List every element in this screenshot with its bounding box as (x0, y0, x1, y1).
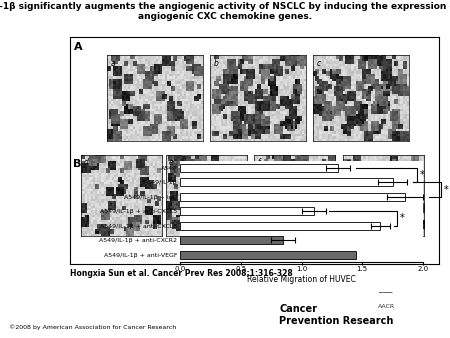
Text: *: * (400, 214, 405, 223)
Text: angiogenic CXC chemokine genes.: angiogenic CXC chemokine genes. (138, 12, 312, 21)
Bar (180, 164, 338, 172)
Text: *: * (419, 170, 424, 180)
Text: g: g (346, 158, 351, 167)
Bar (180, 193, 405, 201)
Text: e: e (169, 158, 174, 167)
Text: ©2008 by American Association for Cancer Research: ©2008 by American Association for Cancer… (9, 324, 176, 330)
Text: *: * (444, 185, 448, 195)
Text: d: d (84, 158, 89, 167)
Text: c: c (317, 59, 321, 68)
Text: a: a (111, 59, 115, 68)
Text: IL-1β significantly augments the angiogenic activity of NSCLC by inducing the ex: IL-1β significantly augments the angioge… (0, 2, 450, 11)
Bar (180, 207, 314, 215)
X-axis label: Relative Migration of HUVEC: Relative Migration of HUVEC (247, 275, 356, 284)
Bar (180, 178, 392, 186)
Bar (180, 222, 381, 230)
Text: B: B (73, 160, 82, 169)
Text: b: b (214, 59, 219, 68)
Text: ━━━━━: ━━━━━ (378, 289, 392, 294)
Text: Cancer
Prevention Research: Cancer Prevention Research (279, 304, 393, 326)
Text: A: A (73, 42, 82, 52)
Bar (180, 251, 356, 259)
Text: f: f (257, 158, 260, 167)
Text: Hongxia Sun et al. Cancer Prev Res 2008;1:316-328: Hongxia Sun et al. Cancer Prev Res 2008;… (70, 269, 292, 278)
Bar (180, 236, 284, 244)
Text: AACR: AACR (378, 304, 395, 309)
